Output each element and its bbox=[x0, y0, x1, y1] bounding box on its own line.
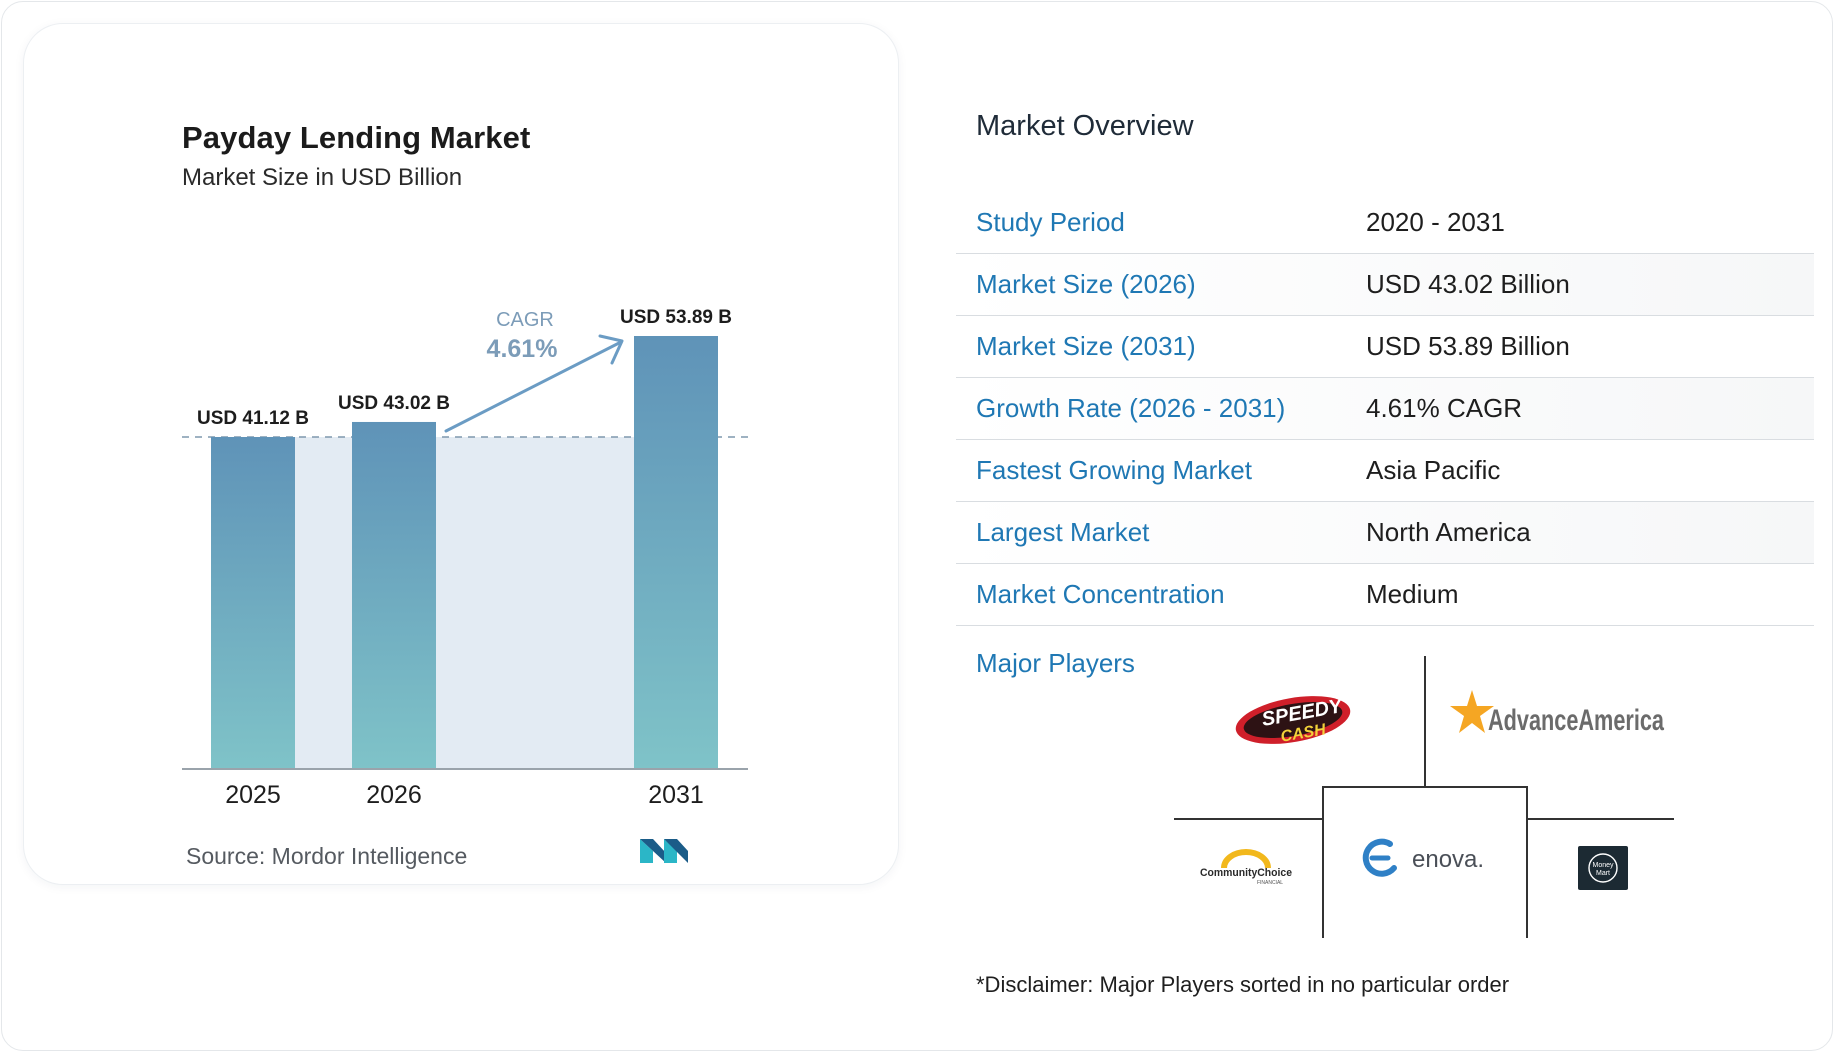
data-label-2025: USD 41.12 B bbox=[197, 408, 309, 429]
cagr-arrow bbox=[444, 340, 623, 433]
community-choice-text: CommunityChoice bbox=[1200, 867, 1292, 879]
money-mart-logo[interactable]: Money Mart bbox=[1578, 846, 1628, 890]
grid-divider bbox=[1526, 818, 1674, 820]
overview-label[interactable]: Fastest Growing Market bbox=[976, 455, 1252, 485]
overview-value: USD 43.02 Billion bbox=[1366, 269, 1570, 299]
cagr-label: CAGR bbox=[496, 309, 554, 331]
major-players-heading: Major Players bbox=[976, 648, 1135, 678]
overview-value: North America bbox=[1366, 517, 1531, 547]
grid-divider bbox=[1322, 786, 1528, 788]
overview-label[interactable]: Market Size (2026) bbox=[976, 269, 1196, 299]
grid-divider bbox=[1322, 786, 1324, 938]
bar-2026[interactable] bbox=[352, 421, 436, 769]
speedy-cash-logo[interactable]: SPEEDY CASH bbox=[1230, 686, 1360, 752]
overview-row: Market Size (2026) USD 43.02 Billion bbox=[956, 254, 1814, 316]
mordor-logo-icon bbox=[640, 839, 688, 863]
data-label-2031: USD 53.89 B bbox=[620, 307, 732, 328]
overview-label[interactable]: Largest Market bbox=[976, 517, 1150, 547]
overview-row: Growth Rate (2026 - 2031) 4.61% CAGR bbox=[956, 378, 1814, 440]
community-choice-logo[interactable]: CommunityChoice FINANCIAL bbox=[1196, 846, 1296, 888]
overview-row: Fastest Growing Market Asia Pacific bbox=[956, 440, 1814, 502]
chart-subtitle: Market Size in USD Billion bbox=[182, 164, 463, 191]
overview-value: 2020 - 2031 bbox=[1366, 207, 1505, 237]
bar-2025[interactable] bbox=[211, 437, 295, 769]
x-tick-label-2025: 2025 bbox=[225, 781, 281, 809]
x-tick-label-2026: 2026 bbox=[366, 781, 422, 809]
overview-label[interactable]: Market Size (2031) bbox=[976, 331, 1196, 361]
overview-row: Largest Market North America bbox=[956, 502, 1814, 564]
x-tick-label-2031: 2031 bbox=[648, 781, 704, 809]
bar-chart: USD 41.12 B 2025 USD 43.02 B 2026 USD 53.89 … bbox=[182, 307, 752, 809]
money-text: Money bbox=[1592, 862, 1614, 869]
disclaimer-note: *Disclaimer: Major Players sorted in no … bbox=[976, 972, 1510, 997]
community-choice-sub: FINANCIAL bbox=[1257, 880, 1283, 886]
overview-label[interactable]: Growth Rate (2026 - 2031) bbox=[976, 393, 1286, 423]
overview-value: USD 53.89 Billion bbox=[1366, 331, 1570, 361]
overview-table: Study Period 2020 - 2031 Market Size (20… bbox=[956, 192, 1814, 626]
overview-value: Asia Pacific bbox=[1366, 455, 1501, 485]
cagr-arrow-head bbox=[598, 334, 624, 365]
cagr-value: 4.61% bbox=[487, 335, 558, 363]
star-icon bbox=[1450, 690, 1494, 733]
data-label-2026: USD 43.02 B bbox=[338, 393, 450, 414]
grid-divider bbox=[1424, 656, 1426, 786]
overview-label[interactable]: Study Period bbox=[976, 207, 1125, 237]
overview-value: Medium bbox=[1366, 579, 1459, 609]
chart-title: Payday Lending Market bbox=[182, 120, 531, 155]
overview-row: Study Period 2020 - 2031 bbox=[956, 192, 1814, 254]
enova-logo[interactable]: enova. bbox=[1360, 834, 1496, 884]
grid-divider bbox=[1526, 786, 1528, 938]
source-note: Source: Mordor Intelligence bbox=[186, 843, 468, 869]
advance-america-logo[interactable]: AdvanceAmerica bbox=[1450, 686, 1670, 752]
overview-label[interactable]: Market Concentration bbox=[976, 579, 1225, 609]
bar-2031[interactable] bbox=[634, 336, 718, 769]
enova-text: enova. bbox=[1412, 846, 1484, 873]
overview-row: Market Size (2031) USD 53.89 Billion bbox=[956, 316, 1814, 378]
grid-divider bbox=[1174, 818, 1324, 820]
overview-value: 4.61% CAGR bbox=[1366, 393, 1523, 423]
overview-row: Market Concentration Medium bbox=[956, 564, 1814, 626]
mart-text: Mart bbox=[1596, 870, 1610, 877]
overview-heading: Market Overview bbox=[976, 110, 1194, 142]
advance-america-text: AdvanceAmerica bbox=[1488, 704, 1664, 737]
enova-swirl-icon bbox=[1362, 838, 1397, 877]
